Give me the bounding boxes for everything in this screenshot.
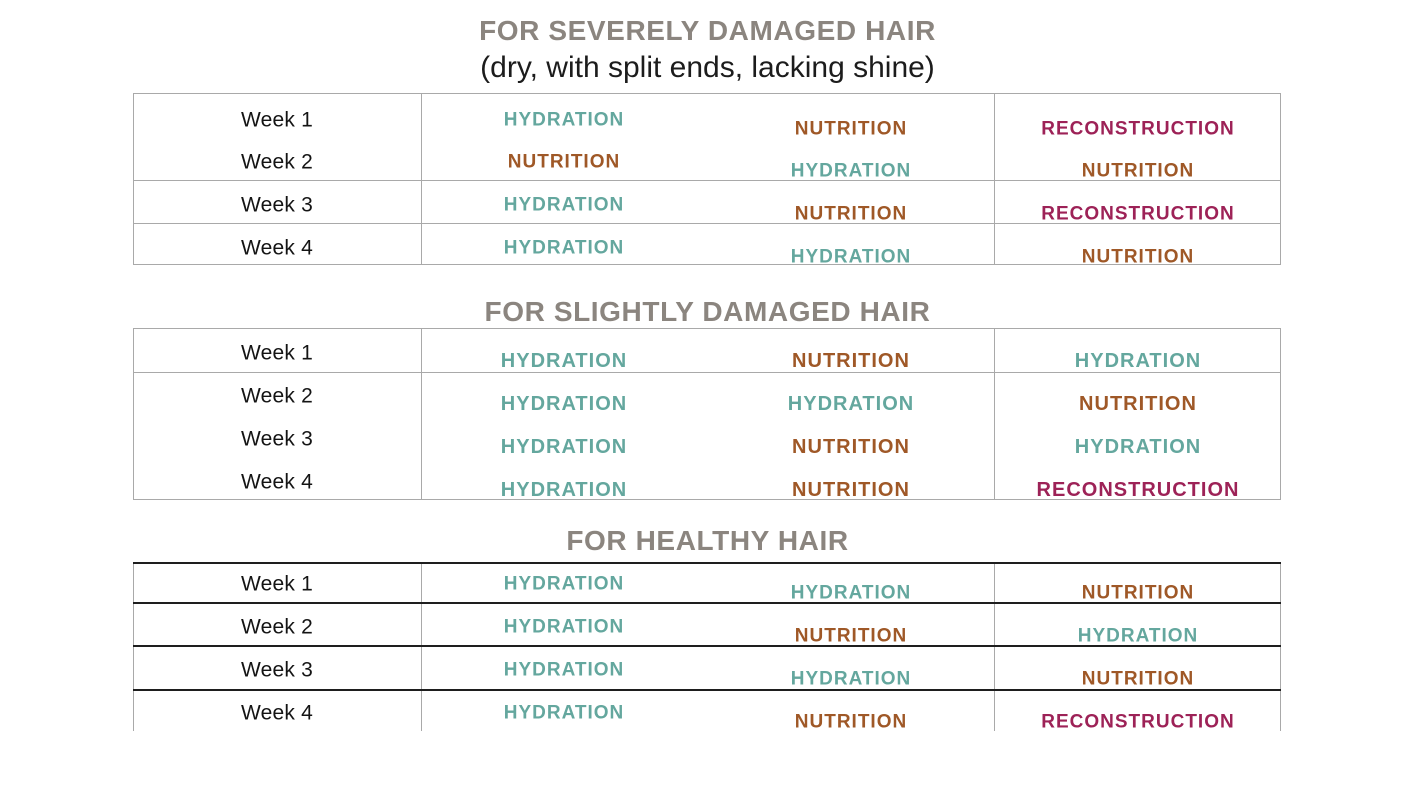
treatment-cell: HYDRATION	[500, 479, 628, 501]
treatment-cell: NUTRITION	[794, 203, 908, 225]
treatment-cell: HYDRATION	[503, 659, 625, 681]
treatment-cell: HYDRATION	[503, 109, 625, 131]
section-title-slightly-damaged: FOR SLIGHTLY DAMAGED HAIR	[484, 296, 931, 327]
treatment-cell: HYDRATION	[503, 237, 625, 259]
table-column-divider	[994, 94, 995, 264]
treatment-cell: HYDRATION	[790, 668, 912, 690]
section-title-severely-damaged: FOR SEVERELY DAMAGED HAIR	[479, 15, 936, 46]
treatment-cell: NUTRITION	[794, 118, 908, 140]
section-subtitle-severely-damaged: (dry, with split ends, lacking shine)	[480, 51, 935, 84]
treatment-cell: HYDRATION	[503, 194, 625, 216]
treatment-cell: NUTRITION	[1081, 668, 1195, 690]
table-column-divider	[994, 329, 995, 499]
treatment-cell: HYDRATION	[787, 393, 915, 415]
treatment-cell: HYDRATION	[1077, 625, 1199, 647]
treatment-cell: HYDRATION	[503, 573, 625, 595]
week-label: Week 1	[240, 341, 314, 365]
week-label: Week 3	[240, 427, 314, 451]
treatment-cell: HYDRATION	[503, 616, 625, 638]
treatment-cell: HYDRATION	[500, 350, 628, 372]
treatment-cell: HYDRATION	[1074, 436, 1202, 458]
week-label: Week 3	[240, 193, 314, 217]
table-column-divider	[421, 329, 422, 499]
treatment-cell: HYDRATION	[503, 702, 625, 724]
treatment-cell: NUTRITION	[794, 625, 908, 647]
table-row-divider	[134, 180, 1280, 181]
treatment-cell: RECONSTRUCTION	[1041, 711, 1235, 733]
week-label: Week 2	[240, 384, 314, 408]
week-label: Week 4	[240, 470, 314, 494]
slightly-damaged-table: Week 1 HYDRATION NUTRITION HYDRATION Wee…	[133, 328, 1281, 500]
treatment-cell: NUTRITION	[507, 151, 621, 173]
week-label: Week 2	[240, 615, 314, 639]
week-label: Week 4	[240, 701, 314, 725]
treatment-cell: RECONSTRUCTION	[1036, 479, 1240, 501]
healthy-hair-table: Week 1 HYDRATION HYDRATION NUTRITION Wee…	[133, 562, 1281, 733]
treatment-cell: HYDRATION	[500, 393, 628, 415]
treatment-cell: NUTRITION	[1081, 160, 1195, 182]
week-label: Week 4	[240, 236, 314, 260]
treatment-cell: NUTRITION	[1081, 246, 1195, 268]
treatment-cell: HYDRATION	[500, 436, 628, 458]
treatment-cell: NUTRITION	[792, 436, 910, 458]
week-label: Week 1	[240, 108, 314, 132]
treatment-cell: RECONSTRUCTION	[1041, 203, 1235, 225]
table-row-divider	[133, 689, 1281, 691]
treatment-cell: NUTRITION	[792, 350, 910, 372]
treatment-cell: HYDRATION	[1074, 350, 1202, 372]
treatment-cell: HYDRATION	[790, 246, 912, 268]
treatment-cell: NUTRITION	[1081, 582, 1195, 604]
treatment-cell: HYDRATION	[790, 582, 912, 604]
week-label: Week 2	[240, 150, 314, 174]
treatment-cell: NUTRITION	[1079, 393, 1197, 415]
table-row-divider	[134, 223, 1280, 224]
table-row-divider	[133, 562, 1281, 564]
treatment-cell: NUTRITION	[792, 479, 910, 501]
section-title-healthy: FOR HEALTHY HAIR	[566, 525, 849, 556]
treatment-cell: HYDRATION	[790, 160, 912, 182]
table-row-divider	[133, 645, 1281, 647]
week-label: Week 3	[240, 658, 314, 682]
week-label: Week 1	[240, 572, 314, 596]
treatment-cell: NUTRITION	[794, 711, 908, 733]
severely-damaged-table: Week 1 HYDRATION NUTRITION RECONSTRUCTIO…	[133, 93, 1281, 268]
table-row-divider	[133, 602, 1281, 604]
treatment-cell: RECONSTRUCTION	[1041, 118, 1235, 140]
table-column-divider	[421, 94, 422, 264]
table-row-divider	[134, 372, 1280, 373]
